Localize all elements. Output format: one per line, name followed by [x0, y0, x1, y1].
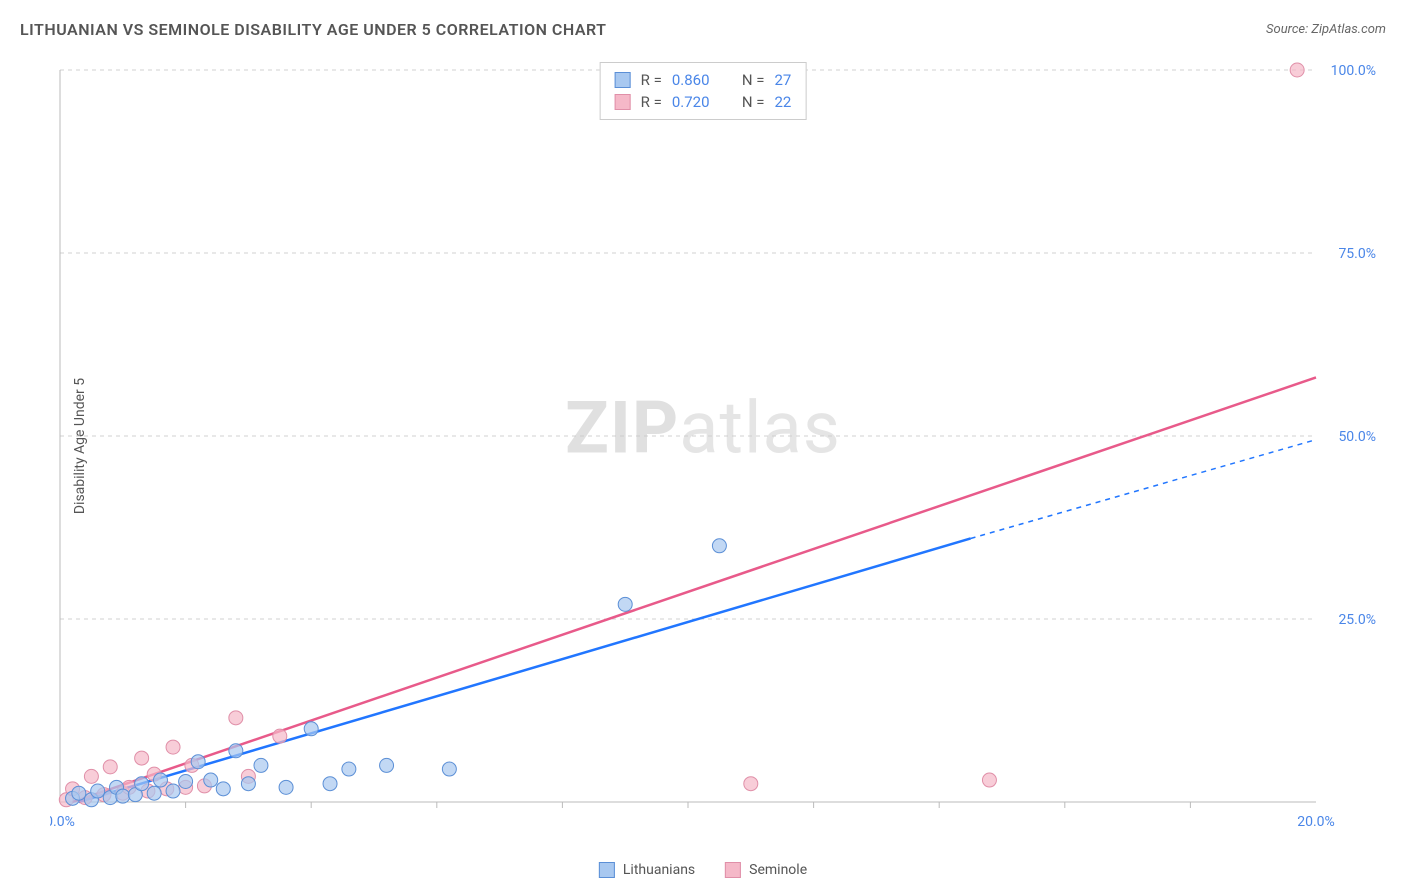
legend-label-1: Lithuanians	[623, 862, 695, 878]
swatch-blue-icon	[615, 72, 631, 88]
svg-text:50.0%: 50.0%	[1338, 429, 1376, 445]
source-attribution: Source: ZipAtlas.com	[1266, 22, 1386, 37]
stats-legend-box: R = 0.860 N = 27 R = 0.720 N = 22	[600, 62, 807, 120]
legend-item-series2: Seminole	[725, 862, 807, 878]
swatch-pink-icon	[725, 862, 741, 878]
r-value-2: 0.720	[672, 93, 722, 111]
bottom-legend: Lithuanians Seminole	[599, 862, 807, 878]
svg-text:75.0%: 75.0%	[1338, 246, 1376, 262]
stats-row-series2: R = 0.720 N = 22	[615, 91, 792, 113]
swatch-blue-icon	[599, 862, 615, 878]
n-value-2: 22	[774, 93, 791, 111]
svg-text:100.0%: 100.0%	[1331, 63, 1376, 79]
r-label: R =	[641, 71, 662, 89]
legend-label-2: Seminole	[749, 862, 807, 878]
legend-item-series1: Lithuanians	[599, 862, 695, 878]
chart-container: LITHUANIAN VS SEMINOLE DISABILITY AGE UN…	[0, 0, 1406, 892]
plot-area: 0.0% 20.0% 25.0% 50.0% 75.0% 100.0%	[50, 60, 1386, 832]
stats-row-series1: R = 0.860 N = 27	[615, 69, 792, 91]
r-label: R =	[641, 93, 662, 111]
chart-title: LITHUANIAN VS SEMINOLE DISABILITY AGE UN…	[20, 20, 607, 39]
n-value-1: 27	[774, 71, 791, 89]
n-label: N =	[742, 71, 765, 89]
svg-text:20.0%: 20.0%	[1297, 814, 1335, 830]
r-value-1: 0.860	[672, 71, 722, 89]
scatter-plot-svg: 0.0% 20.0% 25.0% 50.0% 75.0% 100.0%	[50, 60, 1386, 832]
n-label: N =	[742, 93, 765, 111]
svg-text:25.0%: 25.0%	[1338, 612, 1376, 628]
swatch-pink-icon	[615, 94, 631, 110]
svg-text:0.0%: 0.0%	[50, 814, 75, 830]
